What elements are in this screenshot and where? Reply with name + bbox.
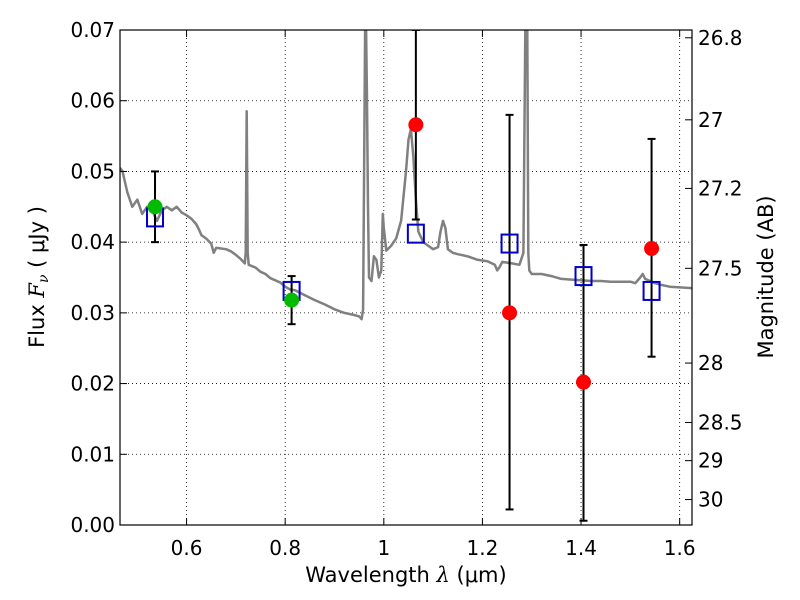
y2-tick-label: 28.5 [698,410,743,434]
model-photometry-square [574,266,593,287]
y-tick-label: 0.01 [70,442,115,466]
y2-tick-label: 27 [698,108,723,132]
y2-tick-label: 28 [698,351,723,375]
plot-frame [119,29,693,526]
ticks: 0.6 0.8 1 1.2 1.4 1.6 0.00 0.01 0.02 0.03 0.04 0.05… [70,18,742,560]
grid [120,29,692,526]
observed-flux-point [644,241,660,257]
y2-tick-label: 29 [698,449,723,473]
model-photometry-square [500,233,519,254]
observed-flux-point [576,374,592,390]
x-axis-label-unit: (μm) [450,563,507,587]
y-tick-label: 0.03 [70,301,115,325]
y-tick-label: 0.05 [70,159,115,183]
observed-flux-point [502,305,518,321]
y2-axis-label: Magnitude (AB) [754,195,778,358]
spectrum-line [120,30,692,321]
detection-point [284,292,300,308]
model-photometry-square [406,223,425,244]
y-axis-label-unit: ( μJy ) [25,206,49,274]
y-tick-label: 0.06 [70,89,115,113]
y-axis-label-symbol: F [25,282,49,299]
y-axis-label-prefix: Flux [25,298,49,348]
x-tick-label: 1.4 [565,536,597,560]
x-axis-label-prefix: Wavelength [305,563,436,587]
model-photometry-square [642,280,661,301]
y2-tick-label: 26.8 [698,26,743,50]
y-axis-label: Flux Fν ( μJy ) [25,206,52,348]
x-tick-label: 1 [377,536,390,560]
detection-point [147,199,163,215]
y-tick-label: 0.02 [70,372,115,396]
y2-tick-label: 30 [698,488,723,512]
observed-flux-point [408,117,424,133]
y-axis-label-subscript: ν [36,274,52,283]
x-axis-label-symbol: λ [436,563,450,587]
x-tick-label: 1.6 [664,536,696,560]
y2-tick-label: 27.5 [698,256,743,280]
y-tick-label: 0.07 [70,18,115,42]
x-tick-label: 0.8 [269,536,301,560]
y-tick-label: 0.04 [70,230,115,254]
x-tick-label: 1.2 [467,536,499,560]
y2-tick-label: 27.2 [698,176,743,200]
y-tick-label: 0.00 [70,513,115,537]
data-layer [120,30,692,522]
x-tick-label: 0.6 [171,536,203,560]
x-axis-label: Wavelength λ (μm) [305,563,506,587]
